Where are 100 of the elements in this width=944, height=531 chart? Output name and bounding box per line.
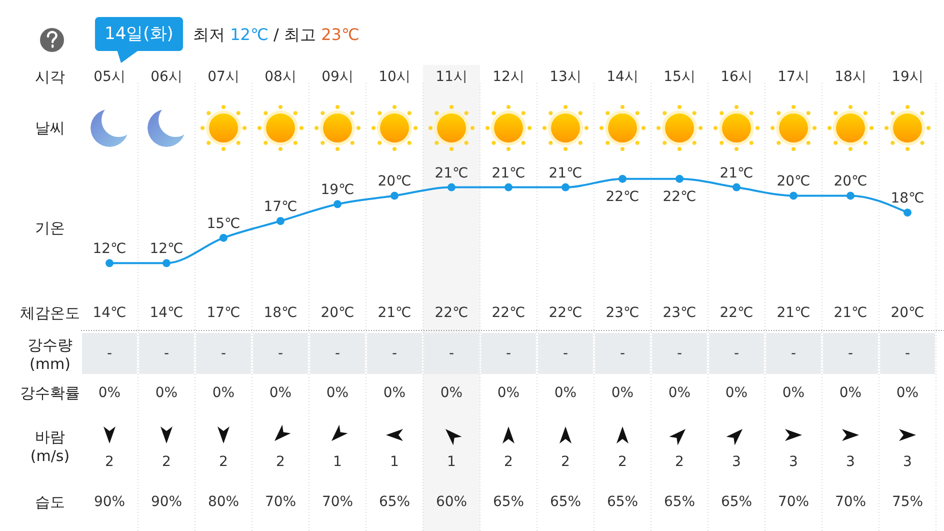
- data-label: 0%: [668, 385, 691, 401]
- y-tick-label: 체감온도: [20, 304, 80, 322]
- data-label: 2: [276, 454, 285, 470]
- data-label: 17℃: [264, 199, 298, 215]
- data-label: 20℃: [776, 174, 810, 190]
- data-label: 70%: [264, 494, 296, 510]
- y-tick-label: 강수확률: [20, 384, 80, 402]
- data-label: 90%: [150, 494, 182, 510]
- point: [106, 259, 114, 268]
- point: [276, 217, 284, 225]
- data-label: 20℃: [320, 305, 354, 321]
- chart-subtitle: 최저 12℃ / 최고 23℃: [193, 25, 360, 44]
- data-label: 2: [618, 454, 627, 470]
- x-tick-label: 07시: [208, 69, 240, 85]
- point: [448, 183, 456, 192]
- data-label: 18℃: [264, 305, 298, 321]
- data-label: 90%: [94, 494, 126, 510]
- x-axis-title: 시각: [35, 68, 65, 86]
- data-label: 0%: [497, 385, 520, 401]
- data-label: 22℃: [606, 188, 640, 205]
- y-tick-label: 바람 (m/s): [30, 428, 70, 465]
- x-tick-label: 12시: [492, 69, 524, 85]
- data-label: 0%: [554, 385, 577, 401]
- point: [162, 259, 170, 268]
- text: -: [220, 346, 226, 362]
- data-label: 21℃: [834, 305, 868, 321]
- chart-title: 14일(화): [95, 17, 183, 51]
- x-tick-label: 05시: [94, 69, 126, 85]
- text: -: [904, 346, 910, 362]
- y-axis-title: 기온: [35, 219, 65, 237]
- data-label: 21℃: [548, 165, 582, 182]
- data-label: 23℃: [606, 305, 640, 321]
- data-label: 0%: [725, 385, 748, 401]
- data-label: 21℃: [434, 165, 468, 182]
- data-label: 70%: [322, 494, 354, 510]
- text: -: [848, 346, 854, 362]
- data-label: 22℃: [492, 305, 526, 321]
- data-label: 21℃: [776, 305, 810, 321]
- data-label: 0%: [440, 385, 463, 401]
- data-label: 70%: [778, 494, 810, 510]
- x-tick-label: 06시: [150, 69, 182, 85]
- point: [562, 183, 570, 192]
- data-label: 21℃: [378, 305, 412, 321]
- x-tick-label: 19시: [892, 69, 924, 85]
- text: -: [392, 346, 398, 362]
- data-label: 3: [903, 454, 912, 470]
- point: [790, 192, 798, 200]
- data-label: 0%: [383, 385, 406, 401]
- data-label: 0%: [155, 385, 178, 401]
- data-label: 20℃: [834, 174, 868, 190]
- data-label: 17℃: [206, 305, 240, 321]
- data-label: 20℃: [890, 305, 924, 321]
- data-label: 0%: [611, 385, 634, 401]
- data-label: 3: [846, 454, 855, 470]
- text: -: [620, 346, 626, 362]
- data-label: 65%: [550, 494, 582, 510]
- data-label: 14℃: [92, 305, 126, 321]
- text: -: [506, 346, 512, 362]
- data-label: 15℃: [206, 216, 240, 232]
- point: [504, 183, 512, 192]
- text: -: [278, 346, 284, 362]
- data-label: 65%: [720, 494, 752, 510]
- y-tick-label: 강수량 (mm): [28, 336, 72, 373]
- point: [732, 183, 740, 192]
- text: -: [676, 346, 682, 362]
- x-tick-label: 13시: [550, 69, 582, 85]
- data-label: 22℃: [434, 305, 468, 321]
- point: [618, 174, 626, 183]
- data-label: 22℃: [720, 305, 754, 321]
- data-label: 75%: [892, 494, 924, 510]
- data-label: 21℃: [492, 165, 526, 182]
- data-label: 3: [789, 454, 798, 470]
- data-label: 0%: [782, 385, 805, 401]
- data-label: 14℃: [150, 305, 184, 321]
- data-label: 18℃: [890, 190, 924, 207]
- data-label: 0%: [98, 385, 121, 401]
- data-label: 2: [105, 454, 114, 470]
- data-label: 65%: [378, 494, 410, 510]
- data-label: 70%: [834, 494, 866, 510]
- point: [904, 208, 912, 217]
- x-tick-label: 10시: [378, 69, 410, 85]
- data-label: 22℃: [662, 188, 696, 205]
- data-label: 0%: [269, 385, 292, 401]
- data-label: 2: [219, 454, 228, 470]
- data-label: 12℃: [92, 241, 126, 258]
- data-label: 0%: [896, 385, 919, 401]
- data-label: 1: [447, 454, 456, 470]
- data-label: 2: [561, 454, 570, 470]
- data-label: 0%: [212, 385, 235, 401]
- x-tick-label: 17시: [778, 69, 810, 85]
- data-label: 1: [390, 454, 399, 470]
- x-tick-label: 15시: [664, 69, 696, 85]
- point: [676, 174, 684, 183]
- data-label: 65%: [492, 494, 524, 510]
- text: -: [106, 346, 112, 362]
- x-tick-label: 08시: [264, 69, 296, 85]
- text: -: [734, 346, 740, 362]
- text: 날씨: [35, 119, 65, 137]
- x-tick-label: 16시: [720, 69, 752, 85]
- data-label: 65%: [606, 494, 638, 510]
